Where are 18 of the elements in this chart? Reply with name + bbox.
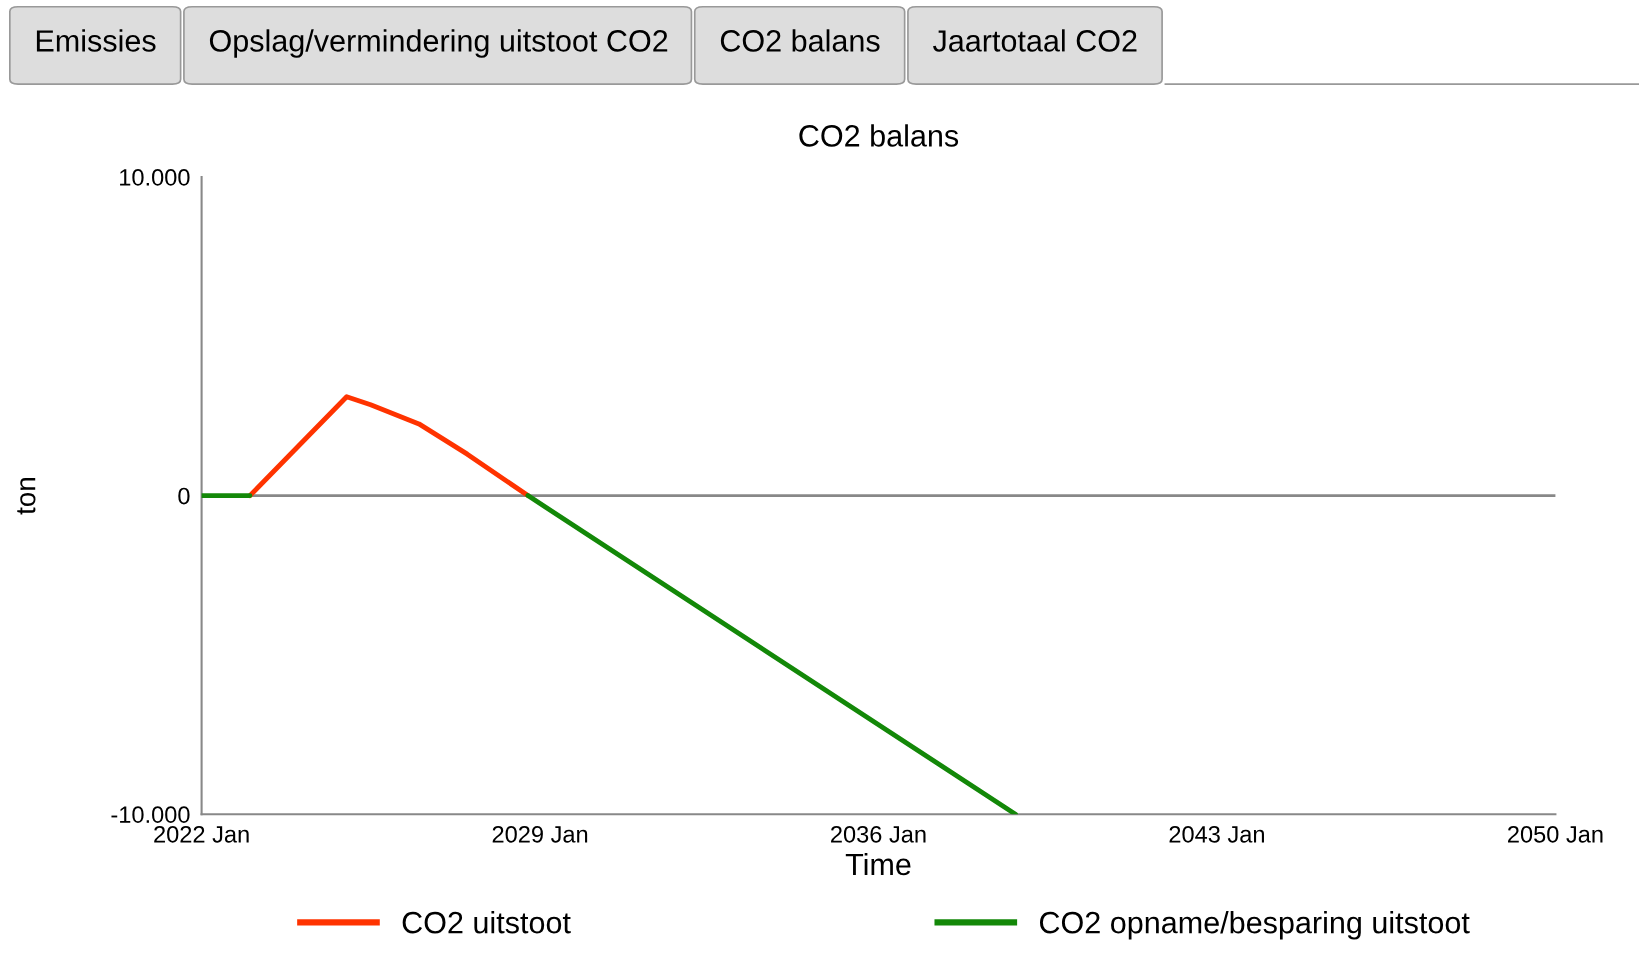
x-tick-label: 2036 Jan: [831, 825, 926, 843]
legend-label: CO2 uitstoot: [402, 911, 571, 934]
x-tick-label: 2022 Jan: [154, 825, 249, 843]
text: Jaartotaal CO2: [932, 29, 1137, 52]
y-tick-label: 10.000: [120, 169, 190, 186]
y-tick-label: -10.000: [111, 806, 190, 823]
legend-label: CO2 opname/besparing uitstoot: [1039, 911, 1470, 940]
x-tick-label: 2029 Jan: [492, 825, 588, 843]
y-tick-label: 0: [178, 487, 190, 505]
text: Emissies: [36, 29, 156, 52]
y-axis-title: ton: [17, 478, 36, 515]
line-series: [247, 394, 531, 499]
x-tick-label: 2043 Jan: [1169, 825, 1264, 843]
x-axis-title: Time: [845, 852, 911, 876]
x-tick-label: 2050 Jan: [1508, 825, 1603, 843]
text: Opslag/vermindering uitstoot CO2: [209, 29, 668, 58]
chart-title: CO2 balans: [799, 124, 959, 147]
text: CO2 balans: [720, 29, 880, 52]
